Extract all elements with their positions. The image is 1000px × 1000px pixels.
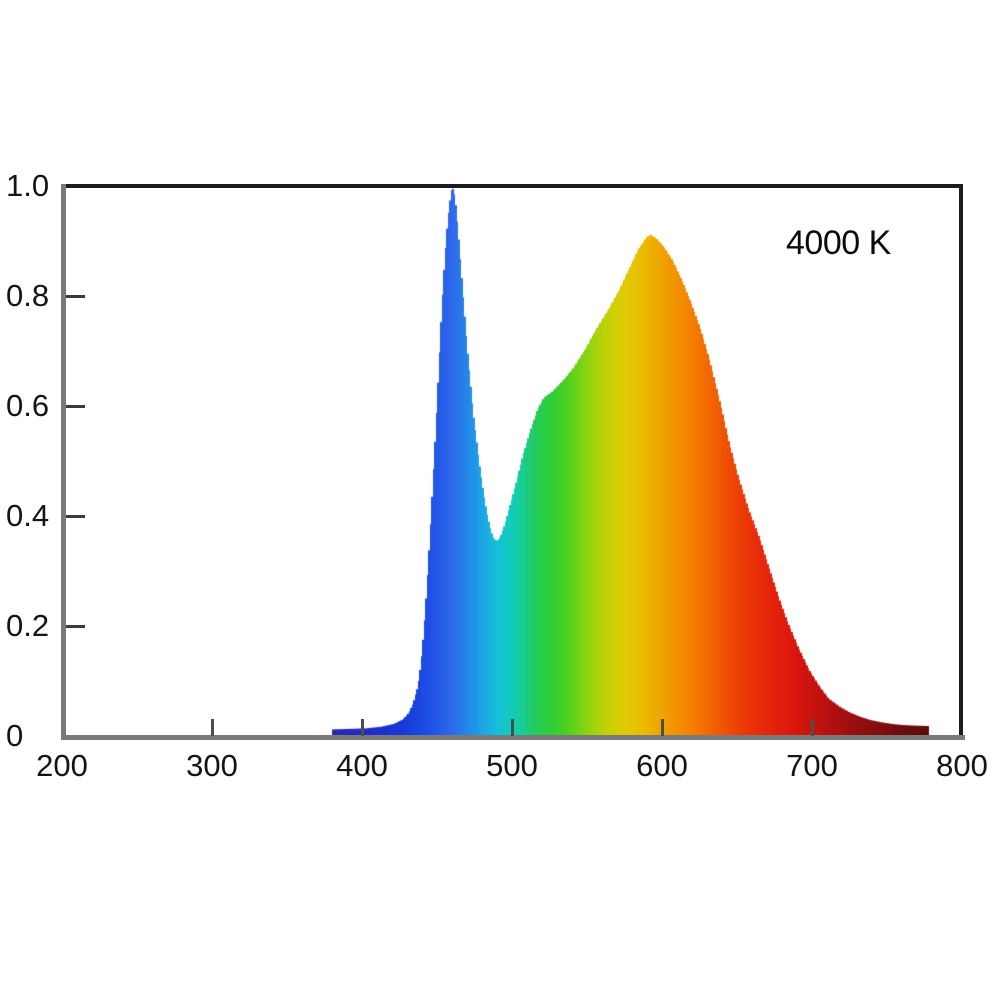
x-tick-label-700: 700 xyxy=(786,748,838,783)
y-tick-label-0.4: 0.4 xyxy=(6,498,50,533)
y-tick-0.4 xyxy=(66,515,85,518)
x-tick-label-500: 500 xyxy=(486,748,538,783)
y-tick-label-0.6: 0.6 xyxy=(6,388,50,423)
y-tick-label-0: 0 xyxy=(6,718,24,753)
x-tick-300 xyxy=(211,719,214,736)
y-tick-0.8 xyxy=(66,295,85,298)
color-temperature-label: 4000 K xyxy=(786,224,891,262)
x-tick-label-400: 400 xyxy=(336,748,388,783)
x-tick-700 xyxy=(811,719,814,736)
x-tick-label-300: 300 xyxy=(186,748,238,783)
y-tick-0.2 xyxy=(66,625,85,628)
y-axis-line xyxy=(61,184,66,740)
x-tick-label-600: 600 xyxy=(636,748,688,783)
x-tick-label-800: 800 xyxy=(936,748,988,783)
y-tick-0.6 xyxy=(66,405,85,408)
y-tick-label-1.0: 1.0 xyxy=(6,168,50,203)
x-tick-label-200: 200 xyxy=(36,748,88,783)
plot-border-right xyxy=(959,184,963,740)
x-tick-500 xyxy=(511,719,514,736)
x-axis-line xyxy=(61,735,965,740)
x-tick-600 xyxy=(661,719,664,736)
plot-border-top xyxy=(62,184,963,188)
y-tick-label-0.2: 0.2 xyxy=(6,608,50,643)
y-tick-label-0.8: 0.8 xyxy=(6,278,50,313)
x-tick-400 xyxy=(361,719,364,736)
